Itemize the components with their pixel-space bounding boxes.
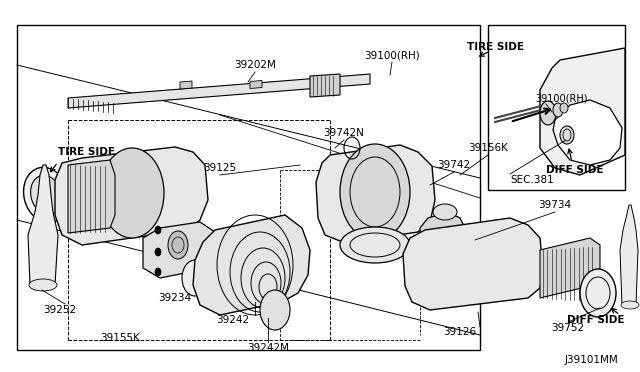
Text: 39752: 39752: [552, 323, 584, 333]
Polygon shape: [540, 48, 625, 175]
Polygon shape: [403, 218, 543, 310]
Ellipse shape: [540, 101, 556, 125]
Polygon shape: [420, 212, 466, 260]
Text: 39100(RH): 39100(RH): [535, 93, 588, 103]
Ellipse shape: [155, 268, 161, 276]
Text: 39242: 39242: [216, 315, 250, 325]
Polygon shape: [310, 74, 340, 97]
Bar: [17, 25, 480, 350]
Text: TIRE SIDE: TIRE SIDE: [467, 42, 525, 52]
Text: 39155K: 39155K: [100, 333, 140, 343]
Polygon shape: [180, 81, 192, 89]
Polygon shape: [193, 215, 310, 315]
Polygon shape: [620, 205, 638, 305]
Ellipse shape: [260, 290, 290, 330]
Text: 39202M: 39202M: [234, 60, 276, 70]
Polygon shape: [28, 165, 58, 285]
Polygon shape: [55, 147, 208, 245]
Polygon shape: [143, 222, 215, 278]
Bar: [488, 25, 625, 190]
Ellipse shape: [155, 226, 161, 234]
Polygon shape: [68, 74, 370, 108]
Polygon shape: [316, 145, 435, 243]
Polygon shape: [250, 80, 262, 89]
Text: 39742N: 39742N: [324, 128, 364, 138]
Ellipse shape: [29, 279, 57, 291]
Polygon shape: [553, 100, 622, 165]
Text: DIFF SIDE: DIFF SIDE: [547, 165, 604, 175]
Text: DIFF SIDE: DIFF SIDE: [568, 315, 625, 325]
Text: SEC.381: SEC.381: [510, 175, 554, 185]
Text: 39100(RH): 39100(RH): [364, 50, 420, 60]
Ellipse shape: [24, 167, 68, 222]
Ellipse shape: [553, 103, 563, 117]
Text: 39156K: 39156K: [468, 143, 508, 153]
Text: 39125: 39125: [204, 163, 237, 173]
Ellipse shape: [560, 103, 568, 113]
Text: 39234: 39234: [159, 293, 191, 303]
Ellipse shape: [580, 269, 616, 317]
Text: J39101MM: J39101MM: [564, 355, 618, 365]
Ellipse shape: [433, 204, 457, 220]
Text: TIRE SIDE: TIRE SIDE: [58, 147, 115, 157]
Ellipse shape: [425, 258, 461, 282]
Text: 39734: 39734: [538, 200, 572, 210]
Ellipse shape: [168, 231, 188, 259]
Polygon shape: [68, 160, 115, 233]
Text: 39252: 39252: [44, 305, 77, 315]
Ellipse shape: [340, 227, 410, 263]
Text: 39126: 39126: [444, 327, 477, 337]
Ellipse shape: [100, 148, 164, 238]
Text: 39242M: 39242M: [247, 343, 289, 353]
Text: 39742: 39742: [437, 160, 470, 170]
Ellipse shape: [155, 248, 161, 256]
Ellipse shape: [621, 301, 639, 309]
Ellipse shape: [340, 144, 410, 240]
Polygon shape: [540, 238, 600, 298]
Ellipse shape: [31, 175, 61, 215]
Ellipse shape: [560, 126, 574, 144]
Ellipse shape: [182, 260, 208, 296]
